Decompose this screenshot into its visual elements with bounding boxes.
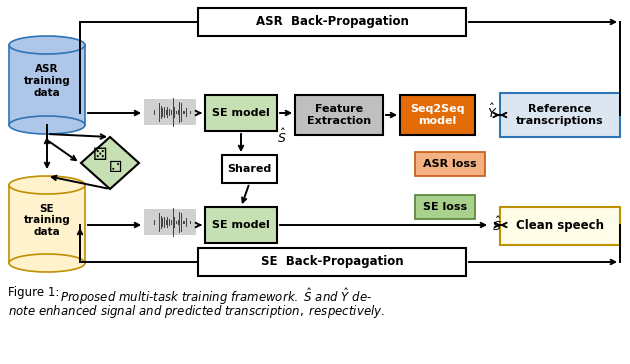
Text: $\hat{S}$: $\hat{S}$ xyxy=(277,128,287,146)
Text: Feature
Extraction: Feature Extraction xyxy=(307,104,371,126)
Text: ⚁: ⚁ xyxy=(110,161,123,175)
Bar xyxy=(205,207,277,243)
Ellipse shape xyxy=(9,254,85,272)
Text: $\mathit{Proposed\ multi\text{-}task\ training\ framework.}$$\ \hat{S}\ \mathit{: $\mathit{Proposed\ multi\text{-}task\ tr… xyxy=(60,286,372,307)
Bar xyxy=(500,207,620,245)
Bar xyxy=(295,95,383,135)
Bar xyxy=(415,152,485,176)
Bar xyxy=(144,209,196,235)
Bar xyxy=(198,248,466,276)
Text: Figure 1:: Figure 1: xyxy=(8,286,63,299)
Text: $\hat{S}$: $\hat{S}$ xyxy=(492,216,501,234)
Bar xyxy=(198,8,466,36)
Bar xyxy=(9,185,85,263)
Text: SE loss: SE loss xyxy=(423,202,467,212)
Text: ASR  Back-Propagation: ASR Back-Propagation xyxy=(256,16,408,28)
Bar xyxy=(400,95,475,135)
Text: SE  Back-Propagation: SE Back-Propagation xyxy=(261,256,403,269)
Text: Seq2Seq
model: Seq2Seq model xyxy=(410,104,465,126)
Text: Clean speech: Clean speech xyxy=(516,219,604,233)
Bar xyxy=(9,45,85,125)
Text: ⬛: ⬛ xyxy=(98,149,108,167)
Ellipse shape xyxy=(9,36,85,54)
Polygon shape xyxy=(81,137,139,189)
Text: $\mathit{note\ enhanced\ signal\ and\ predicted\ transcription,\ respectively.}$: $\mathit{note\ enhanced\ signal\ and\ pr… xyxy=(8,303,385,320)
Text: Reference
transcriptions: Reference transcriptions xyxy=(516,104,604,126)
Bar xyxy=(205,95,277,131)
Text: $\hat{Y}$: $\hat{Y}$ xyxy=(487,103,497,121)
Ellipse shape xyxy=(9,116,85,134)
Ellipse shape xyxy=(9,176,85,194)
Bar xyxy=(144,99,196,125)
Text: SE model: SE model xyxy=(212,108,270,118)
Bar xyxy=(500,93,620,137)
Text: SE
training
data: SE training data xyxy=(24,203,71,237)
Text: ⚄: ⚄ xyxy=(93,146,107,164)
Bar xyxy=(222,155,277,183)
Text: ASR loss: ASR loss xyxy=(423,159,477,169)
Text: SE model: SE model xyxy=(212,220,270,230)
Bar xyxy=(415,195,475,219)
Text: Shared: Shared xyxy=(227,164,272,174)
Text: ASR
training
data: ASR training data xyxy=(24,64,71,98)
